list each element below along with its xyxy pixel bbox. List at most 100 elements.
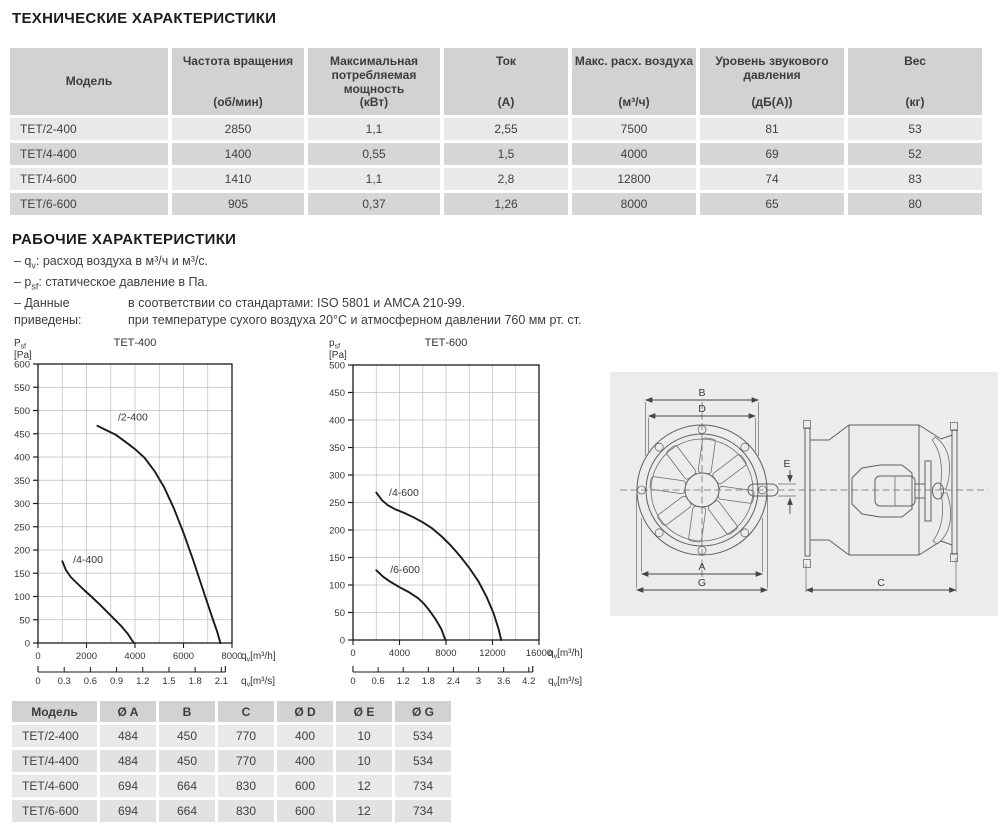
x-axis-unit-label: qv[m³/h] (548, 648, 583, 661)
spec-col-header-6: Вес (кг) (848, 48, 982, 115)
notes-block: – qv: расход воздуха в м³/ч и м³/с. – ps… (14, 253, 582, 328)
x-tick-label: 6000 (173, 651, 194, 662)
value-cell: 10 (336, 750, 392, 772)
note-standards: – Данные приведены: в соответствии со ст… (14, 296, 582, 327)
note-standards-line1: в соответствии со стандартами: ISO 5801 … (128, 296, 466, 310)
value-cell: 2,55 (444, 118, 568, 140)
x2-tick-label: 1.8 (189, 676, 202, 687)
chart-tet-600: 0 50 100 150 200 250 300 350 400 450 500 0 4000 8000 1… (329, 337, 583, 689)
note-standards-line2: при температуре сухого воздуха 20°C и ат… (128, 312, 582, 327)
col-title: Макс. расх. воздуха (574, 54, 694, 68)
spec-table-row: ТЕТ/2-400 2850 1,1 2,55 7500 81 53 (10, 118, 982, 140)
dimensions-table-body: ТЕТ/2-400 484 450 770 400 10 534 ТЕТ/4-400 484 45… (12, 725, 451, 822)
y-tick-label: 50 (334, 608, 345, 619)
curve-2-400 (96, 424, 222, 644)
y-tick-label: 400 (14, 453, 30, 464)
dim-table-row: ТЕТ/4-400 484 450 770 400 10 534 (12, 750, 451, 772)
section-title-performance: РАБОЧИЕ ХАРАКТЕРИСТИКИ (12, 231, 237, 248)
curve-6-600 (375, 569, 447, 641)
front-view-dimensions: B D A G E (636, 387, 796, 593)
col-title: Частота вращения (182, 54, 294, 68)
value-cell: 0,37 (308, 193, 440, 215)
value-cell: 1,1 (308, 118, 440, 140)
y-tick-label: 100 (329, 581, 345, 592)
spec-table-row: ТЕТ/4-600 1410 1,1 2,8 12800 74 83 (10, 168, 982, 190)
x2-tick-label: 0 (35, 676, 40, 687)
y-tick-label: 150 (329, 553, 345, 564)
fan-front-view (636, 424, 779, 556)
col-title: Вес (904, 54, 926, 68)
x2-tick-label: 4.2 (522, 676, 535, 687)
dim-label-A: A (698, 561, 705, 573)
x2-tick-label: 3.6 (497, 676, 510, 687)
dim-col-header-0: Модель (12, 701, 97, 722)
x-tick-label: 4000 (124, 651, 145, 662)
value-cell: 2,8 (444, 168, 568, 190)
col-title: Уровень звукового давления (715, 54, 829, 82)
value-cell: 69 (700, 143, 844, 165)
x-tick-label: 0 (350, 648, 355, 659)
x2-axis-unit-label: qv[m³/s] (548, 676, 582, 689)
curve-4-400 (61, 560, 135, 644)
y-tick-label: 250 (329, 498, 345, 509)
note-qv: – qv: расход воздуха в м³/ч и м³/с. (14, 254, 209, 271)
col-title: Модель (65, 74, 113, 88)
fan-side-view: C (803, 420, 958, 593)
spec-col-header-5: Уровень звукового давления (дБ(А)) (700, 48, 844, 115)
value-cell: 600 (277, 800, 333, 822)
x-tick-label: 2000 (76, 651, 97, 662)
impeller-hub-plate (924, 460, 932, 522)
value-cell: 664 (159, 775, 215, 797)
value-cell: 534 (395, 750, 451, 772)
dim-col-header-3: C (218, 701, 274, 722)
chart-title: ТЕТ-400 (114, 337, 157, 349)
col-unit: (дБ(А)) (751, 95, 793, 109)
value-cell: 1400 (172, 143, 304, 165)
terminal-lug (747, 483, 779, 497)
value-cell: 0,55 (308, 143, 440, 165)
dim-col-header-5: Ø E (336, 701, 392, 722)
value-cell: 694 (100, 775, 156, 797)
value-cell: 400 (277, 750, 333, 772)
value-cell: 664 (159, 800, 215, 822)
section-title-technical: ТЕХНИЧЕСКИЕ ХАРАКТЕРИСТИКИ (12, 10, 277, 27)
spec-table: Модель Частота вращения (об/мин) Максимальн… (6, 45, 986, 218)
curve-label: /4-600 (389, 487, 419, 499)
model-cell: ТЕТ/2-400 (10, 118, 168, 140)
value-cell: 10 (336, 725, 392, 747)
col-unit: (А) (497, 95, 515, 109)
spec-table-row: ТЕТ/4-400 1400 0,55 1,5 4000 69 52 (10, 143, 982, 165)
flange-bolt-holes (637, 425, 767, 555)
x-tick-label: 8000 (221, 651, 242, 662)
value-cell: 1,26 (444, 193, 568, 215)
x2-tick-label: 0.3 (58, 676, 71, 687)
value-cell: 770 (218, 725, 274, 747)
y-axis-unit: [Pa] (14, 350, 32, 361)
value-cell: 1,1 (308, 168, 440, 190)
value-cell: 12 (336, 800, 392, 822)
y-tick-label: 150 (14, 569, 30, 580)
y-tick-label: 300 (329, 471, 345, 482)
y-tick-label: 350 (14, 476, 30, 487)
value-cell: 74 (700, 168, 844, 190)
dim-table-row: ТЕТ/6-600 694 664 830 600 12 734 (12, 800, 451, 822)
y-axis-label: Psf (14, 338, 26, 351)
col-title: Ток (496, 54, 516, 68)
y-tick-label: 500 (329, 361, 345, 372)
y-tick-label: 200 (14, 546, 30, 557)
dim-col-header-4: Ø D (277, 701, 333, 722)
curve-label: /6-600 (390, 564, 420, 576)
y-axis-label: psf (329, 338, 340, 351)
x2-tick-label: 1.2 (136, 676, 149, 687)
col-unit: (об/мин) (213, 95, 263, 109)
y-tick-label: 250 (14, 522, 30, 533)
value-cell: 830 (218, 800, 274, 822)
value-cell: 12800 (572, 168, 696, 190)
value-cell: 734 (395, 775, 451, 797)
value-cell: 905 (172, 193, 304, 215)
dim-col-header-6: Ø G (395, 701, 451, 722)
note-psf: – psf: статическое давление в Па. (14, 275, 208, 292)
model-cell: ТЕТ/2-400 (12, 725, 97, 747)
